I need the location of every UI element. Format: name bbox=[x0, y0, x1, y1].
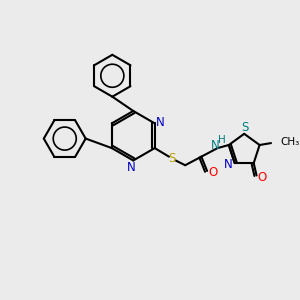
Text: N: N bbox=[224, 158, 232, 170]
Text: N: N bbox=[127, 160, 136, 174]
Text: N: N bbox=[211, 139, 220, 152]
Text: O: O bbox=[208, 166, 218, 179]
Text: S: S bbox=[168, 152, 175, 165]
Text: S: S bbox=[242, 121, 249, 134]
Text: H: H bbox=[218, 134, 226, 145]
Text: N: N bbox=[156, 116, 165, 129]
Text: O: O bbox=[258, 171, 267, 184]
Text: CH₃: CH₃ bbox=[280, 137, 300, 147]
